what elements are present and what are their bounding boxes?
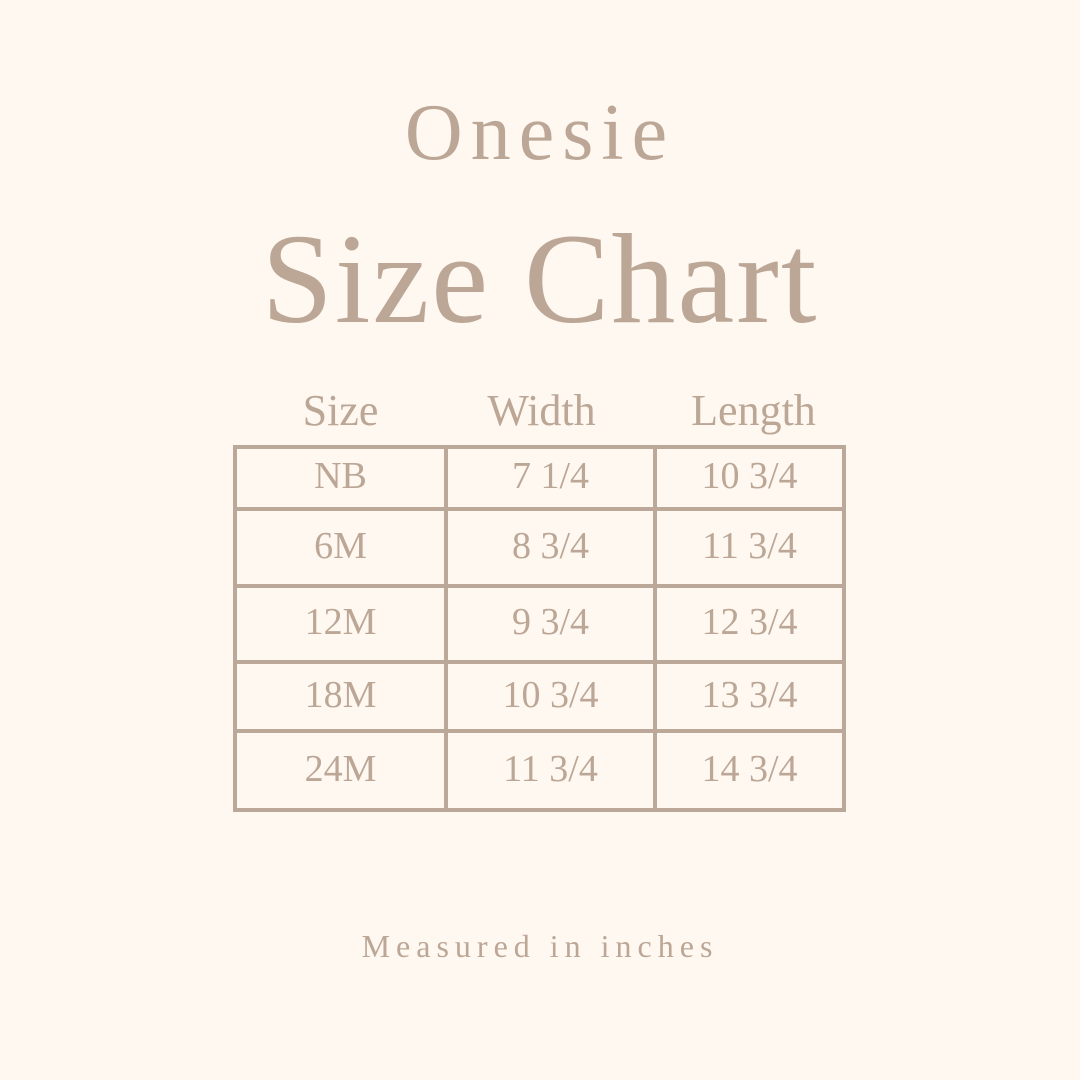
table-column-line bbox=[444, 445, 448, 812]
cell-length: 12 3/4 bbox=[701, 601, 798, 643]
cell-length: 13 3/4 bbox=[701, 673, 798, 716]
title-product: Onesie bbox=[404, 89, 676, 177]
cell-length: 10 3/4 bbox=[701, 455, 798, 497]
table-row-line bbox=[233, 729, 846, 733]
title-size-chart: Size Chart bbox=[261, 208, 819, 350]
cell-width: 8 3/4 bbox=[511, 524, 590, 567]
footer-note: Measured in inches bbox=[361, 928, 719, 964]
cell-size: 18M bbox=[304, 673, 377, 716]
table-column-line bbox=[653, 445, 657, 812]
cell-size: 24M bbox=[304, 747, 377, 790]
header-size: Size bbox=[302, 386, 379, 435]
header-width: Width bbox=[487, 386, 596, 435]
table-row-line bbox=[233, 584, 846, 588]
cell-width: 10 3/4 bbox=[502, 673, 599, 716]
table-row-line bbox=[233, 660, 846, 664]
table-row-line bbox=[233, 808, 846, 812]
cell-size: 12M bbox=[304, 601, 377, 643]
table-row-line bbox=[233, 445, 846, 449]
table-column-line bbox=[233, 445, 237, 812]
cell-size: NB bbox=[314, 455, 367, 497]
cell-width: 9 3/4 bbox=[511, 601, 590, 643]
cell-width: 11 3/4 bbox=[503, 747, 598, 790]
table-row-line bbox=[233, 507, 846, 511]
header-length: Length bbox=[691, 386, 816, 435]
cell-width: 7 1/4 bbox=[511, 455, 590, 497]
cell-length: 14 3/4 bbox=[701, 747, 798, 790]
cell-length: 11 3/4 bbox=[702, 524, 797, 567]
table-column-line bbox=[842, 445, 846, 812]
cell-size: 6M bbox=[314, 524, 367, 567]
